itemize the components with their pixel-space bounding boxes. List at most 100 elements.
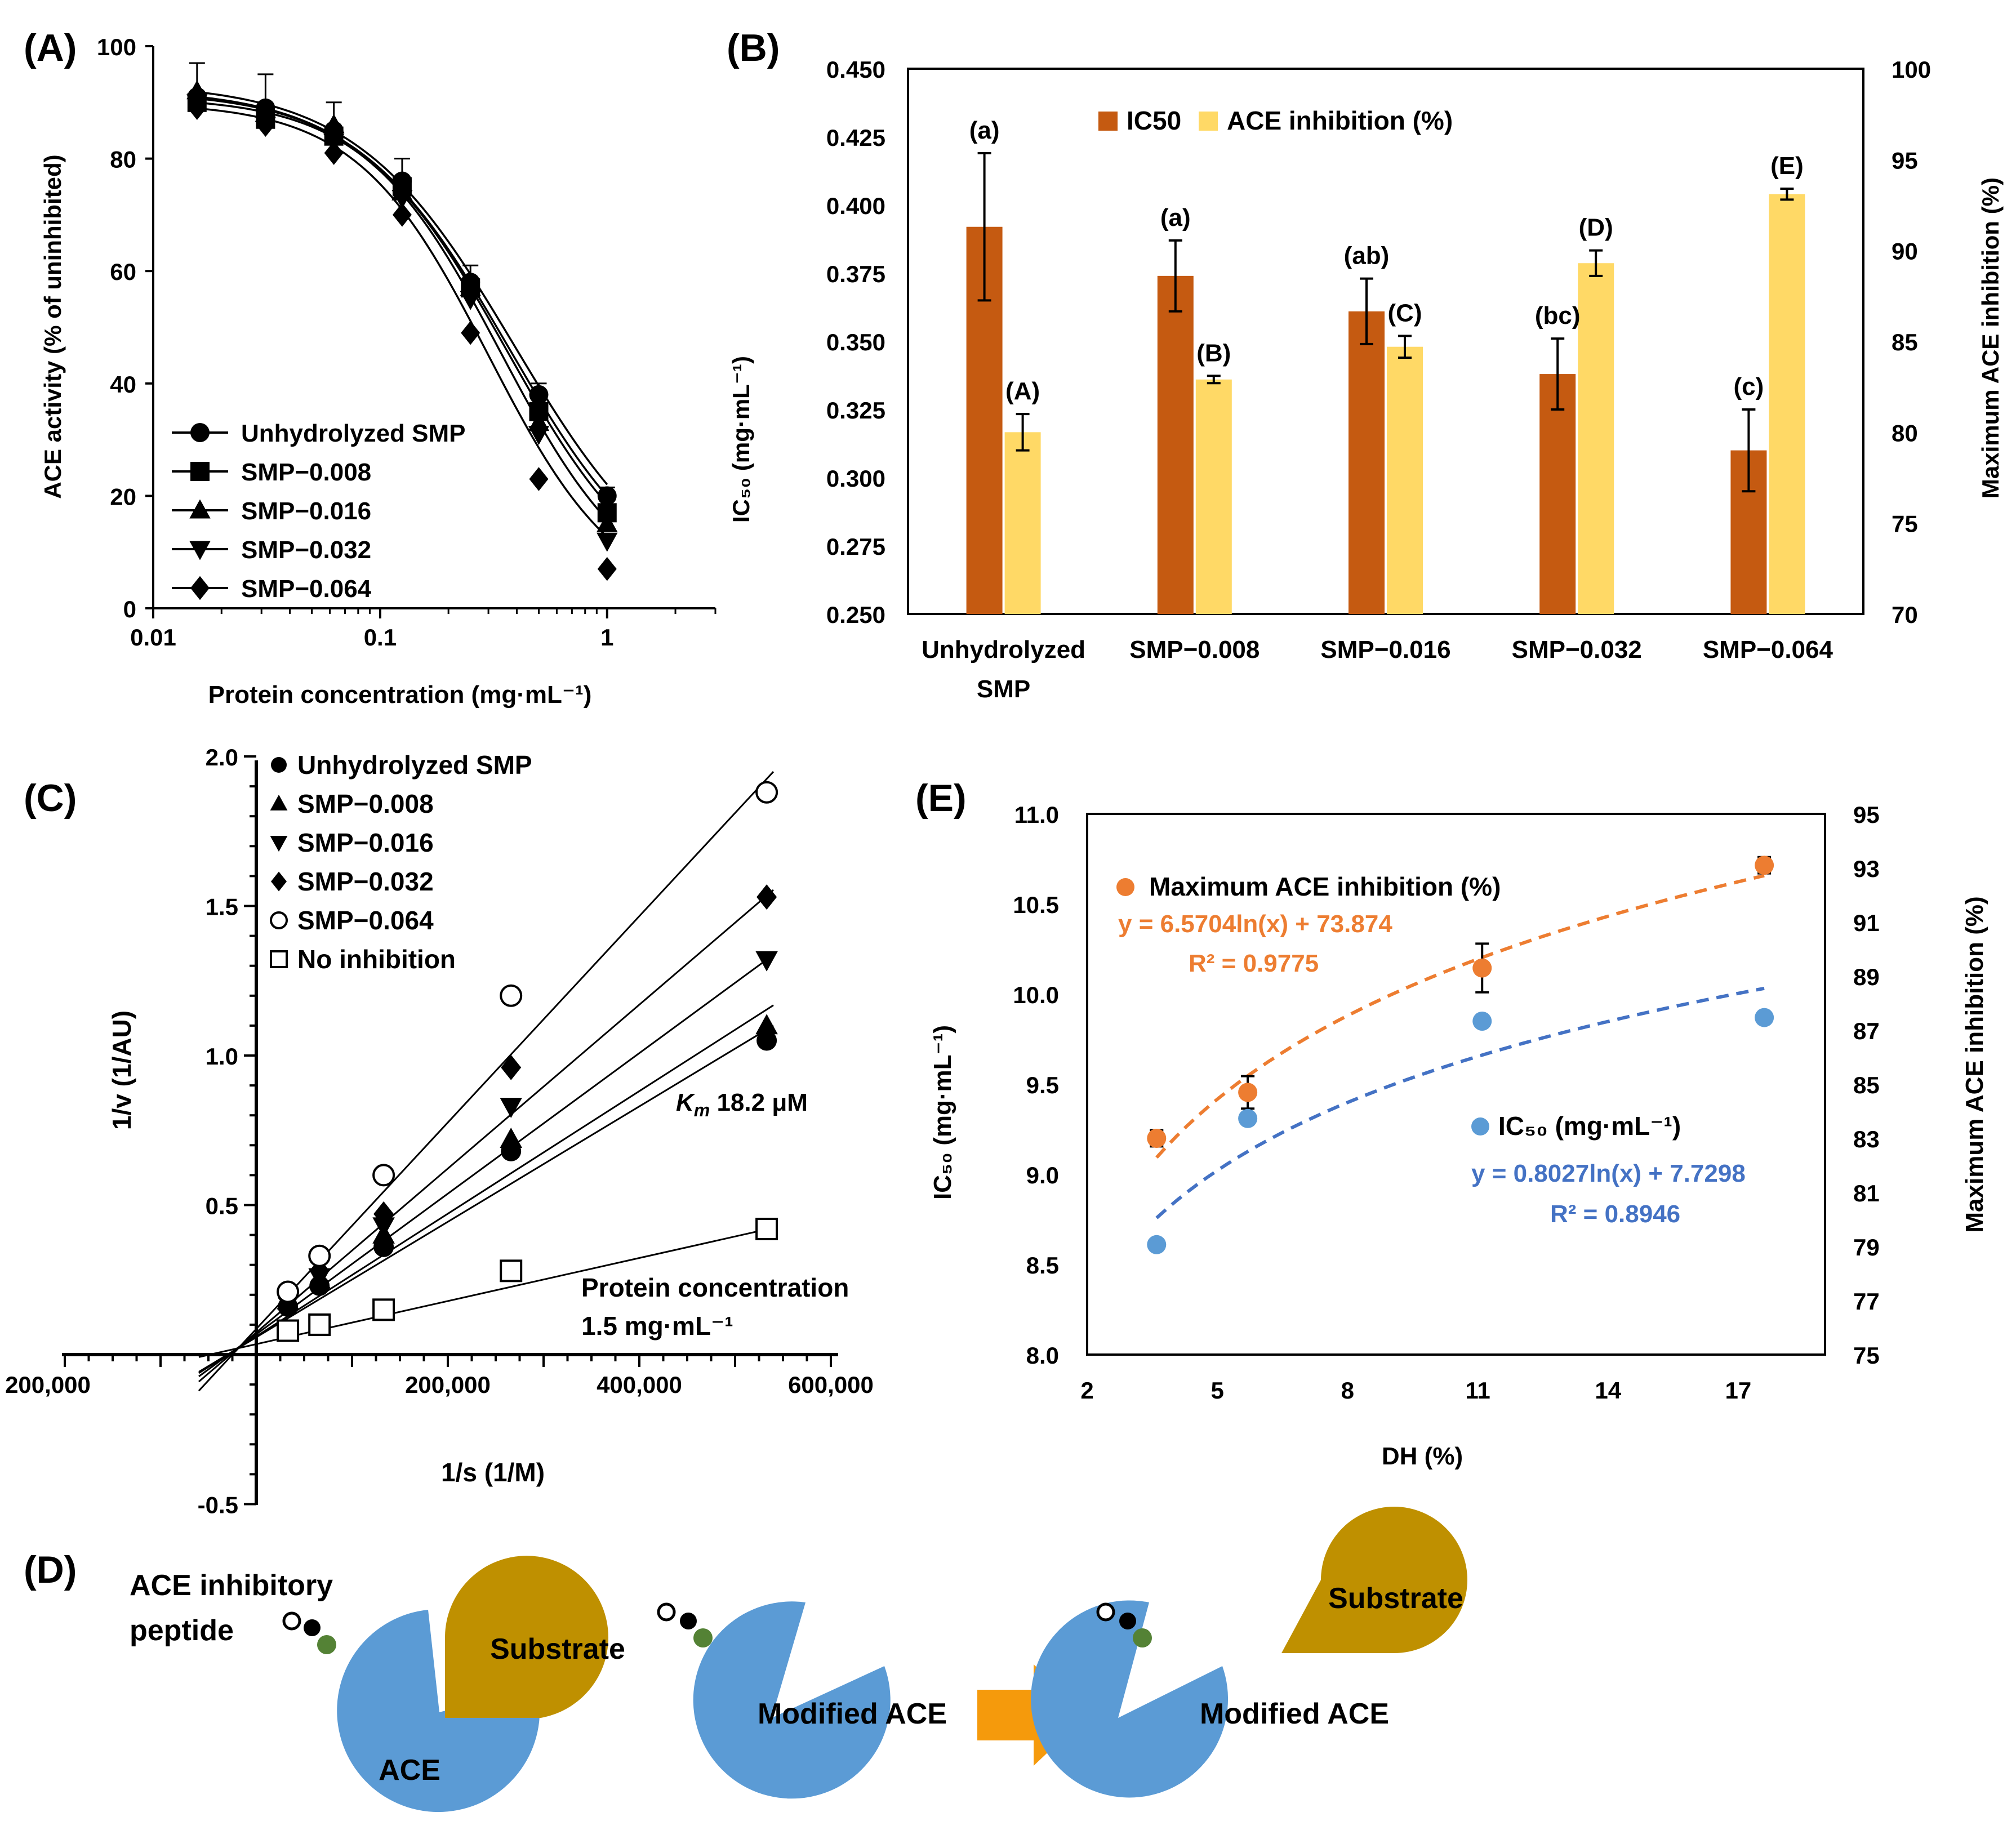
panel-b-right-tick-label: 100 bbox=[1892, 56, 1931, 83]
legend-marker bbox=[190, 576, 210, 600]
protein-concentration-note-line2: 1.5 mg·mL⁻¹ bbox=[581, 1311, 733, 1341]
panel-c-y-tick-label: 1.5 bbox=[206, 894, 238, 920]
km-annotation: Km 18.2 μM bbox=[676, 1089, 808, 1120]
modified-ace-shape-2 bbox=[1031, 1600, 1229, 1798]
panel-c-data-point bbox=[500, 1097, 522, 1118]
panel-c-x-tick-label: 200,000 bbox=[405, 1371, 491, 1398]
legend-label: No inhibition bbox=[297, 945, 456, 974]
panel-a-data-point bbox=[460, 291, 481, 310]
panel-c-data-point bbox=[308, 1313, 331, 1336]
max-inhibition-point bbox=[1472, 958, 1492, 978]
ace-inhibition-bar bbox=[1387, 346, 1423, 614]
panel-a-data-point bbox=[391, 190, 413, 210]
panel-a: (A) 0 20 40 60 80 100 0.01 0.1 1 Protein concent… bbox=[24, 26, 716, 709]
peptide-label-line1: ACE inhibitory bbox=[130, 1569, 333, 1602]
ic50-significance-letter: (bc) bbox=[1535, 302, 1581, 329]
panel-e-x-axis-label: DH (%) bbox=[1382, 1442, 1463, 1470]
panel-a-x-tick-label: 0.01 bbox=[130, 624, 176, 651]
legend-marker bbox=[270, 836, 288, 852]
ace-inhibition-bar bbox=[1769, 194, 1805, 614]
panel-e-x-tick-label: 2 bbox=[1080, 1377, 1093, 1404]
panel-e-right-tick-label: 89 bbox=[1853, 964, 1880, 990]
panel-a-data-point bbox=[597, 556, 617, 581]
legend-label: SMP−0.064 bbox=[297, 906, 434, 935]
panel-a-y-tick-label: 60 bbox=[110, 259, 136, 285]
panel-d: (D) ACE inhibitory peptide Substrate ACE… bbox=[24, 1507, 1467, 1813]
panel-e-right-tick-label: 75 bbox=[1853, 1342, 1880, 1369]
panel-c-data-point bbox=[755, 1217, 778, 1240]
ace-inhibition-bar bbox=[1004, 432, 1041, 614]
panel-e-right-tick-label: 95 bbox=[1853, 801, 1880, 828]
ic50-significance-letter: (ab) bbox=[1344, 242, 1390, 270]
blue-fit-r2: R² = 0.8946 bbox=[1550, 1200, 1680, 1228]
panel-e-x-tick-label: 17 bbox=[1725, 1377, 1752, 1404]
panel-a-data-point bbox=[392, 203, 412, 227]
panel-a-legend: Unhydrolyzed SMP SMP−0.008 SMP−0.016 SMP−0.… bbox=[172, 420, 466, 603]
panel-e-plot-area: 8.08.59.09.510.010.511.07577798183858789… bbox=[1013, 801, 1879, 1404]
panel-a-data-point bbox=[324, 141, 344, 165]
panel-label-e: (E) bbox=[915, 777, 967, 820]
inhibitory-peptide-1 bbox=[282, 1611, 336, 1654]
legend-marker bbox=[190, 462, 210, 481]
ic50-significance-letter: (a) bbox=[969, 117, 1000, 144]
legend-label-ic50-e: IC₅₀ (mg·mL⁻¹) bbox=[1498, 1111, 1681, 1141]
legend-marker bbox=[190, 423, 210, 442]
ace-label: ACE bbox=[379, 1754, 440, 1787]
panel-e-left-axis-label: IC₅₀ (mg·mL⁻¹) bbox=[929, 1025, 956, 1200]
panel-b-category-label: SMP bbox=[977, 675, 1030, 703]
peptide-label-line2: peptide bbox=[130, 1614, 234, 1647]
panel-c-data-point bbox=[755, 951, 778, 972]
panel-a-data-point bbox=[461, 320, 480, 345]
panel-c-data-point bbox=[500, 1127, 522, 1148]
legend-marker bbox=[271, 871, 287, 892]
ic50-point bbox=[1147, 1235, 1167, 1254]
panel-a-y-tick-label: 40 bbox=[110, 371, 136, 398]
panel-c-legend: Unhydrolyzed SMP SMP−0.008 SMP−0.016 SMP−0.… bbox=[270, 750, 532, 974]
panel-b-right-tick-label: 90 bbox=[1892, 238, 1918, 265]
panel-c-x-axis-label: 1/s (1/M) bbox=[441, 1458, 545, 1487]
orange-fit-r2: R² = 0.9775 bbox=[1189, 950, 1319, 977]
panel-c-data-point bbox=[373, 1201, 394, 1227]
panel-label-a: (A) bbox=[24, 26, 77, 69]
substrate-label-1: Substrate bbox=[490, 1633, 625, 1666]
panel-e-left-tick-label: 10.5 bbox=[1013, 892, 1059, 918]
ic50-point bbox=[1238, 1108, 1258, 1128]
panel-a-x-axis-label: Protein concentration (mg·mL⁻¹) bbox=[208, 681, 592, 709]
max-inhibition-point bbox=[1238, 1083, 1258, 1102]
substrate-label-2: Substrate bbox=[1328, 1582, 1463, 1615]
ace-inhibition-bar bbox=[1195, 379, 1232, 614]
substrate-shape-bound bbox=[445, 1556, 608, 1718]
panel-e-right-tick-label: 91 bbox=[1853, 910, 1880, 936]
legend-marker bbox=[270, 911, 288, 929]
ace-significance-letter: (D) bbox=[1579, 214, 1613, 242]
panel-c-x-tick-label: 400,000 bbox=[597, 1371, 682, 1398]
panel-e-x-tick-label: 11 bbox=[1465, 1377, 1490, 1404]
panel-a-plot-area: 0 20 40 60 80 100 0.01 0.1 1 bbox=[97, 34, 716, 651]
panel-e-left-tick-label: 10.0 bbox=[1013, 982, 1059, 1008]
panel-a-y-tick-label: 80 bbox=[110, 146, 136, 173]
panel-b-left-tick-label: 0.325 bbox=[826, 397, 885, 424]
panel-b-right-tick-label: 70 bbox=[1892, 602, 1918, 628]
panel-e-x-tick-label: 5 bbox=[1211, 1377, 1223, 1404]
panel-e-right-tick-label: 79 bbox=[1853, 1234, 1880, 1261]
panel-b-category-label: SMP−0.064 bbox=[1703, 636, 1833, 664]
legend-label: Unhydrolyzed SMP bbox=[241, 420, 466, 447]
panel-e-frame bbox=[1086, 813, 1826, 1356]
panel-c-data-point bbox=[500, 1259, 523, 1283]
ace-enzyme-shape bbox=[337, 1610, 540, 1813]
panel-b-frame bbox=[907, 68, 1864, 615]
panel-b-left-tick-label: 0.400 bbox=[826, 193, 885, 219]
panel-b-category-label: SMP−0.008 bbox=[1129, 636, 1260, 664]
ace-significance-letter: (C) bbox=[1387, 299, 1422, 327]
panel-e-left-tick-label: 8.0 bbox=[1026, 1342, 1059, 1369]
panel-a-data-point bbox=[529, 467, 549, 491]
panel-b-left-tick-label: 0.300 bbox=[826, 465, 885, 492]
legend-label: SMP−0.008 bbox=[241, 458, 371, 486]
ic50-point bbox=[1472, 1012, 1492, 1031]
panel-c-y-tick-label: 0.5 bbox=[206, 1193, 238, 1219]
panel-c-data-point bbox=[756, 884, 777, 910]
legend-label-ic50: IC50 bbox=[1127, 106, 1181, 135]
panel-c-data-point bbox=[308, 1244, 331, 1267]
panel-a-y-axis-label: ACE activity (% of uninhibited) bbox=[39, 154, 66, 498]
ic50-point bbox=[1755, 1008, 1774, 1027]
